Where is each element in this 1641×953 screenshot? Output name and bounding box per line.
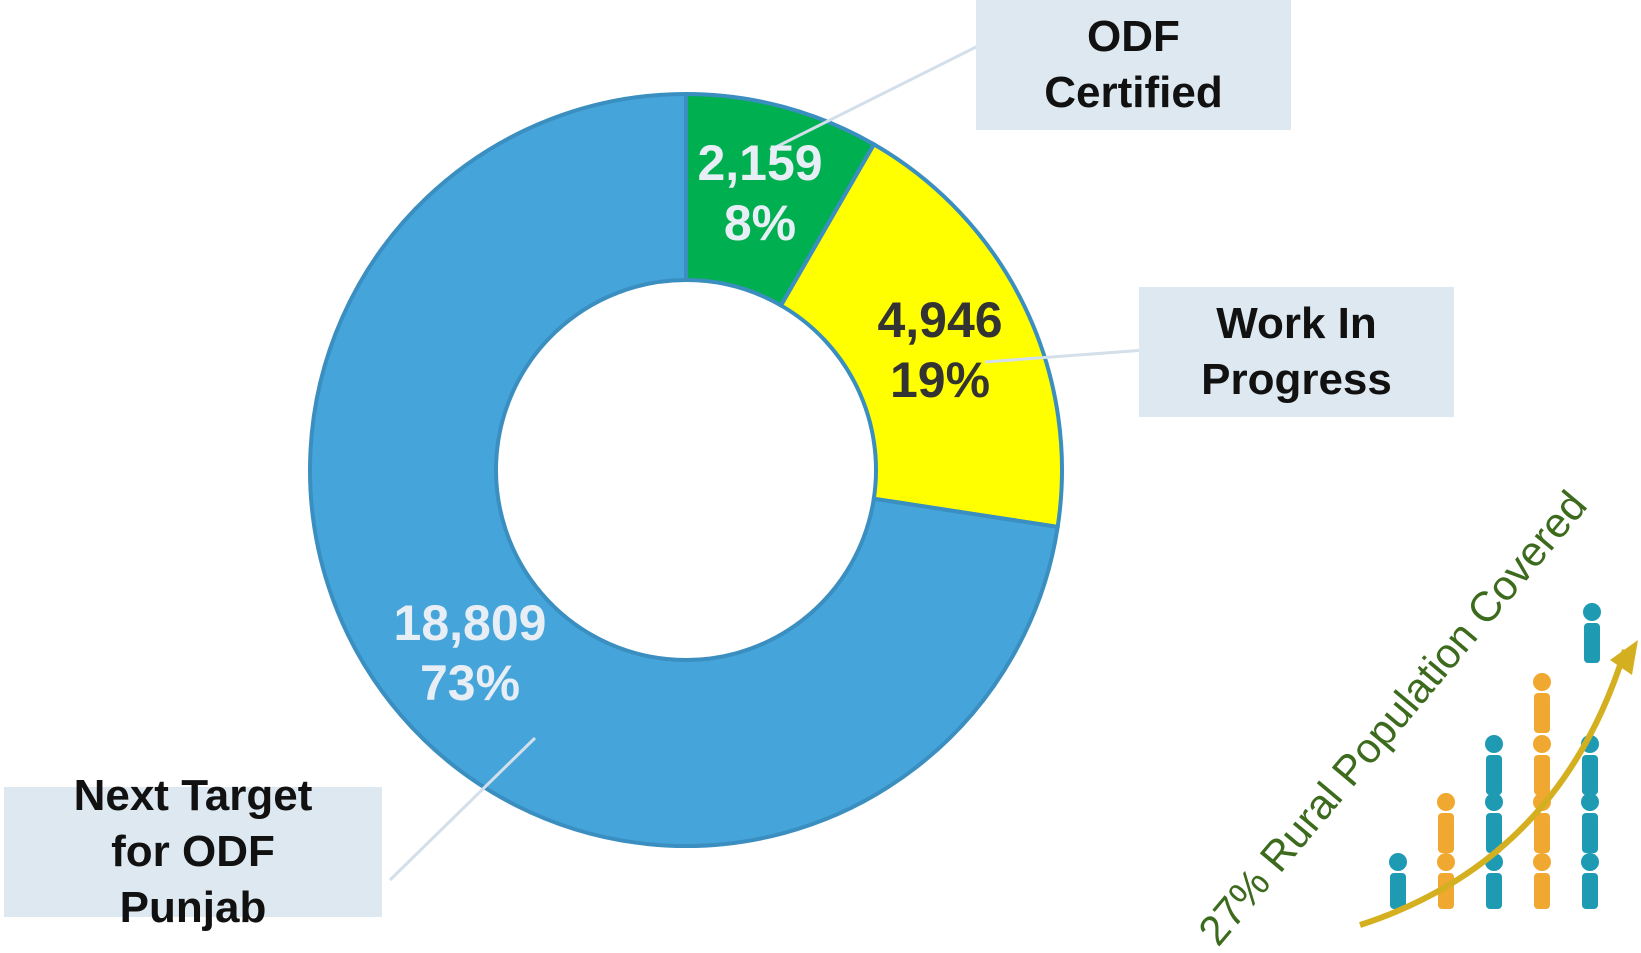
category-label: Work In Progress (1179, 296, 1414, 408)
donut (310, 94, 1062, 846)
percent-label: 19% (890, 352, 990, 408)
category-label: Next Target for ODF Punjab (44, 768, 342, 936)
people-icon (1360, 603, 1638, 925)
category-callout: Next Target for ODF Punjab (4, 787, 382, 917)
value-label: 4,946 (877, 292, 1002, 348)
category-label: ODF Certified (1016, 9, 1251, 121)
value-label: 2,159 (697, 135, 822, 191)
percent-label: 73% (420, 655, 520, 711)
category-callout: ODF Certified (976, 0, 1291, 130)
value-label: 18,809 (394, 595, 547, 651)
percent-label: 8% (724, 195, 796, 251)
category-callout: Work In Progress (1139, 287, 1454, 417)
page: 27% Rural Population Covered 2,1598%4,94… (0, 0, 1641, 953)
